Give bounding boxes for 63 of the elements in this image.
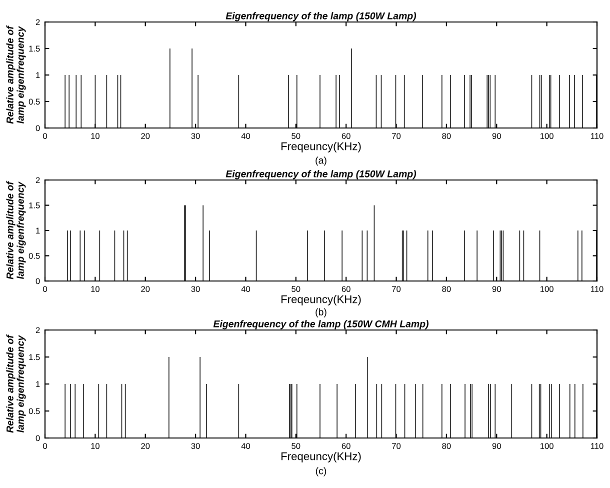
x-tick-label: 60	[342, 133, 350, 139]
x-tick-label: 70	[392, 443, 401, 449]
x-tick-label: 60	[342, 286, 350, 292]
x-tick-label: 70	[392, 133, 401, 139]
x-tick-label: 0	[43, 443, 47, 449]
x-tick-label: 70	[392, 286, 401, 292]
x-tick-label: 90	[492, 286, 501, 292]
y-tick-label: 1.5	[29, 46, 40, 52]
y-tick-label: 2	[36, 19, 40, 26]
x-tick-label: 10	[91, 286, 100, 292]
y-tick-label: 1	[36, 228, 40, 234]
x-tick-label: 110	[590, 133, 604, 139]
y-axis-title: Relative amplitude of lamp eigenfrequency	[6, 180, 26, 280]
y-tick-label: 0.5	[28, 252, 40, 259]
y-tick-label: 0	[36, 435, 40, 442]
x-tick-label: 110	[590, 443, 604, 449]
y-axis-title: Relative amplitude of lamp eigenfrequency	[6, 25, 26, 124]
x-tick-label: 40	[241, 286, 250, 292]
y-tick-label: 2	[36, 177, 40, 184]
y-tick-label: 0.5	[28, 408, 40, 414]
x-tick-label: 110	[590, 286, 604, 292]
x-tick-label: 20	[141, 443, 150, 449]
y-tick-label: 0	[36, 278, 40, 284]
y-tick-label: 1.5	[29, 354, 40, 360]
y-tick-label: 0	[36, 125, 40, 132]
x-tick-label: 30	[191, 286, 200, 292]
chart-title: Eigenfrequency of the lamp (150W Lamp)	[226, 12, 416, 22]
x-tick-label: 30	[191, 443, 200, 449]
x-tick-label: 100	[540, 286, 554, 292]
x-tick-label: 90	[492, 443, 501, 449]
x-tick-label: 40	[241, 133, 250, 139]
x-tick-label: 20	[141, 133, 150, 139]
text: (a)	[316, 156, 326, 166]
chart-title: Eigenfrequency of the lamp (150W Lamp)	[226, 170, 416, 180]
chart-title: Eigenfrequency of the lamp (150W CMH Lamp)	[213, 320, 428, 330]
x-tick-label: 50	[292, 133, 300, 139]
x-axis-title: Freqeuncy(KHz)	[281, 142, 361, 152]
x-axis-title: Freqeuncy(KHz)	[281, 452, 361, 462]
x-tick-label: 60	[342, 443, 350, 449]
x-tick-label: 90	[492, 133, 501, 139]
x-tick-label: 80	[442, 286, 451, 292]
text: (b)	[316, 308, 326, 318]
x-tick-label: 0	[43, 286, 47, 292]
y-tick-label: 1	[36, 381, 40, 388]
x-tick-label: 10	[91, 443, 100, 449]
x-tick-label: 50	[292, 286, 300, 292]
x-tick-label: 30	[191, 133, 200, 139]
x-tick-label: 40	[241, 443, 250, 449]
y-tick-label: 2	[36, 327, 40, 334]
x-tick-label: 20	[141, 286, 150, 292]
text: (c)	[316, 467, 326, 476]
x-tick-label: 0	[43, 133, 47, 139]
y-tick-label: 1.5	[29, 202, 40, 208]
x-tick-label: 80	[442, 443, 451, 449]
x-axis-title: Freqeuncy(KHz)	[281, 295, 361, 306]
x-tick-label: 10	[91, 133, 100, 139]
y-tick-label: 0.5	[28, 98, 40, 105]
y-tick-label: 1	[36, 72, 40, 78]
x-tick-label: 50	[292, 443, 300, 449]
x-tick-label: 100	[540, 133, 554, 139]
x-tick-label: 100	[540, 443, 554, 449]
x-tick-label: 80	[442, 133, 451, 139]
y-axis-title: Relative amplitude of lamp eigenfrequency	[6, 334, 26, 433]
